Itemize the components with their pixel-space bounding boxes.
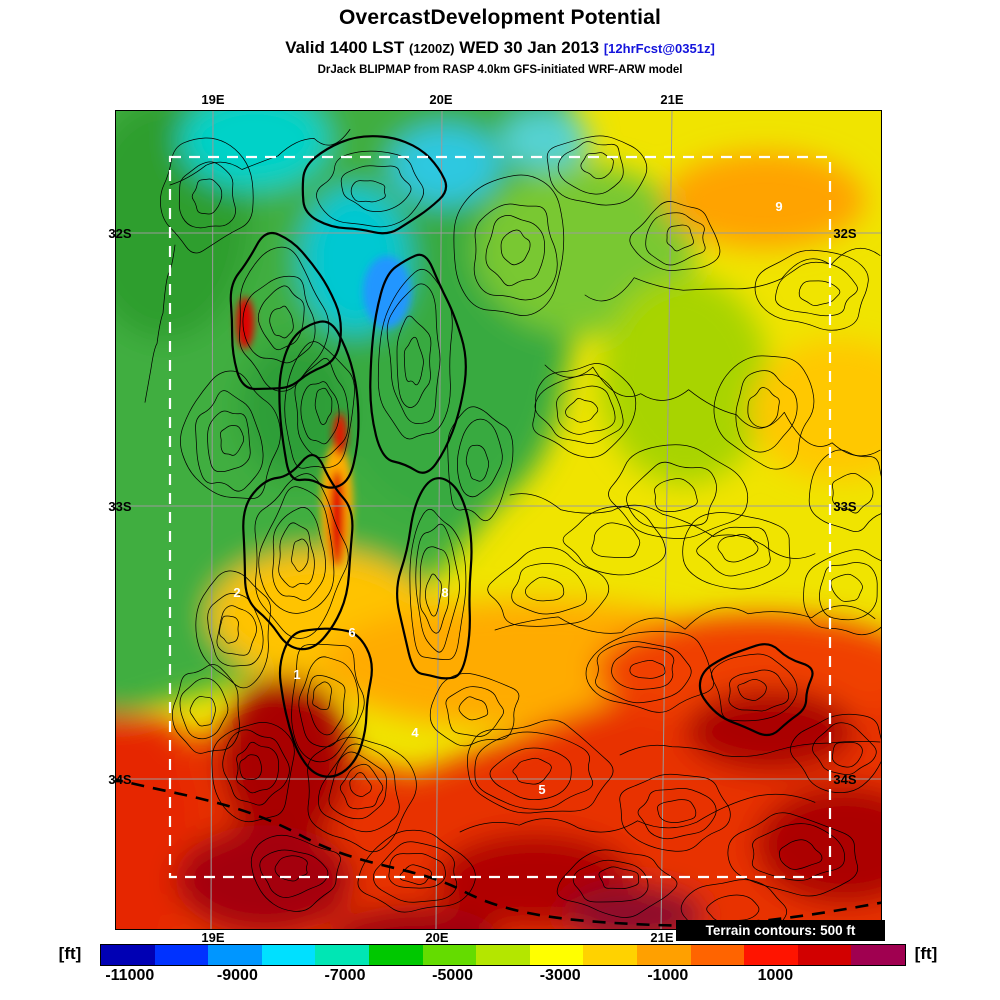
site-label: 4 [411, 725, 419, 740]
valid-time-line: Valid 1400 LST (1200Z) WED 30 Jan 2013 [… [0, 38, 1000, 58]
site-label: 6 [348, 625, 355, 640]
x-tick-top-21e: 21E [660, 92, 684, 107]
colorbar-segment [529, 945, 584, 965]
colorbar-tick-label: -5000 [432, 967, 474, 984]
site-label: 5 [538, 782, 545, 797]
color-field [115, 110, 882, 930]
model-description: DrJack BLIPMAP from RASP 4.0km GFS-initi… [317, 64, 683, 76]
colorbar-segment [583, 945, 637, 965]
colorbar [100, 944, 906, 966]
colorbar-segment [797, 945, 852, 965]
x-tick-bottom-20e: 20E [425, 930, 449, 945]
colorbar-tick-label: -11000 [105, 967, 155, 984]
contour-lines [144, 129, 882, 930]
colorbar-tick-labels: -11000 -9000 -7000 -5000 -3000 -1000 1000 [100, 967, 906, 987]
latlon-grid [115, 110, 882, 930]
colorbar-tick-label: 1000 [757, 967, 794, 984]
colorbar-segment [744, 945, 798, 965]
colorbar-unit-right: [ft] [914, 944, 938, 963]
x-tick-bottom-21e: 21E [650, 930, 674, 945]
map-canvas: 9 2 8 6 1 4 5 [115, 110, 882, 930]
site-label: 8 [441, 585, 448, 600]
y-tick-left-32s: 32S [108, 226, 132, 241]
site-label: 9 [775, 199, 782, 214]
colorbar-tick-label: -3000 [539, 967, 581, 984]
terrain-contour-note: Terrain contours: 500 ft [676, 920, 885, 941]
colorbar-segment [208, 945, 262, 965]
x-tick-bottom-19e: 19E [201, 930, 225, 945]
colorbar-segment [101, 945, 155, 965]
valid-zulu: (1200Z) [408, 41, 455, 56]
colorbar-segment [154, 945, 209, 965]
colorbar-segment [368, 945, 423, 965]
colorbar-unit-left: [ft] [58, 944, 82, 963]
domain-boundary [168, 155, 832, 879]
colorbar-segment [422, 945, 477, 965]
forecast-cycle-tag: [12hrFcst@0351z] [603, 41, 715, 56]
overcast-potential-map: 9 2 8 6 1 4 5 [115, 110, 882, 930]
valid-prefix: Valid 1400 LST [285, 38, 405, 57]
coastline [115, 777, 882, 927]
colorbar-segment [851, 945, 905, 965]
y-tick-right-33s: 33S [833, 499, 857, 514]
y-tick-left-33s: 33S [108, 499, 132, 514]
x-tick-top-20e: 20E [429, 92, 453, 107]
site-number-labels: 9 2 8 6 1 4 5 [233, 199, 782, 797]
site-label: 2 [233, 585, 240, 600]
x-tick-top-19e: 19E [201, 92, 225, 107]
site-label: 1 [293, 667, 300, 682]
colorbar-segment [261, 945, 316, 965]
colorbar-segment [636, 945, 691, 965]
y-tick-right-34s: 34S [833, 772, 857, 787]
map-frame [115, 110, 882, 930]
page-title: OvercastDevelopment Potential [338, 6, 662, 29]
y-tick-left-34s: 34S [108, 772, 132, 787]
colorbar-segment [690, 945, 745, 965]
colorbar-tick-label: -9000 [216, 967, 258, 984]
y-tick-right-32s: 32S [833, 226, 857, 241]
colorbar-segment [476, 945, 530, 965]
valid-date: WED 30 Jan 2013 [459, 38, 600, 57]
colorbar-segment [315, 945, 369, 965]
colorbar-tick-label: -1000 [647, 967, 689, 984]
colorbar-tick-label: -7000 [324, 967, 366, 984]
